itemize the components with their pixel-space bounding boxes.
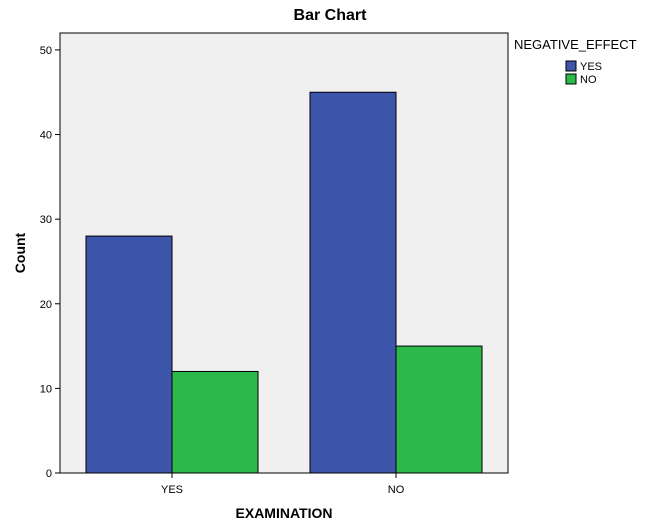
y-tick-label: 30 <box>40 214 52 226</box>
x-axis-label: EXAMINATION <box>236 505 333 521</box>
y-tick-label: 40 <box>40 130 52 142</box>
y-axis: 0 10 20 30 40 50 <box>40 45 60 480</box>
y-tick-label: 0 <box>46 468 52 480</box>
legend-swatch-no <box>565 73 577 85</box>
legend-swatch-yes <box>565 60 577 72</box>
bar-yes-no <box>309 91 397 474</box>
x-axis: YES NO <box>161 473 405 496</box>
x-tick-label: YES <box>161 484 183 496</box>
y-tick-label: 10 <box>40 383 52 395</box>
bars-group <box>85 91 483 474</box>
y-tick-label: 50 <box>40 45 52 57</box>
legend-title: NEGATIVE_EFFECT <box>514 37 637 52</box>
legend-label-no: NO <box>580 74 597 86</box>
x-tick-label: NO <box>388 484 405 496</box>
y-tick-label: 20 <box>40 299 52 311</box>
bar-no-yes <box>171 370 259 474</box>
bar-no-no <box>395 345 483 474</box>
chart-title: Bar Chart <box>294 7 368 24</box>
bar-yes-yes <box>85 235 173 474</box>
y-axis-label: Count <box>12 232 28 273</box>
legend-label-yes: YES <box>580 61 602 73</box>
